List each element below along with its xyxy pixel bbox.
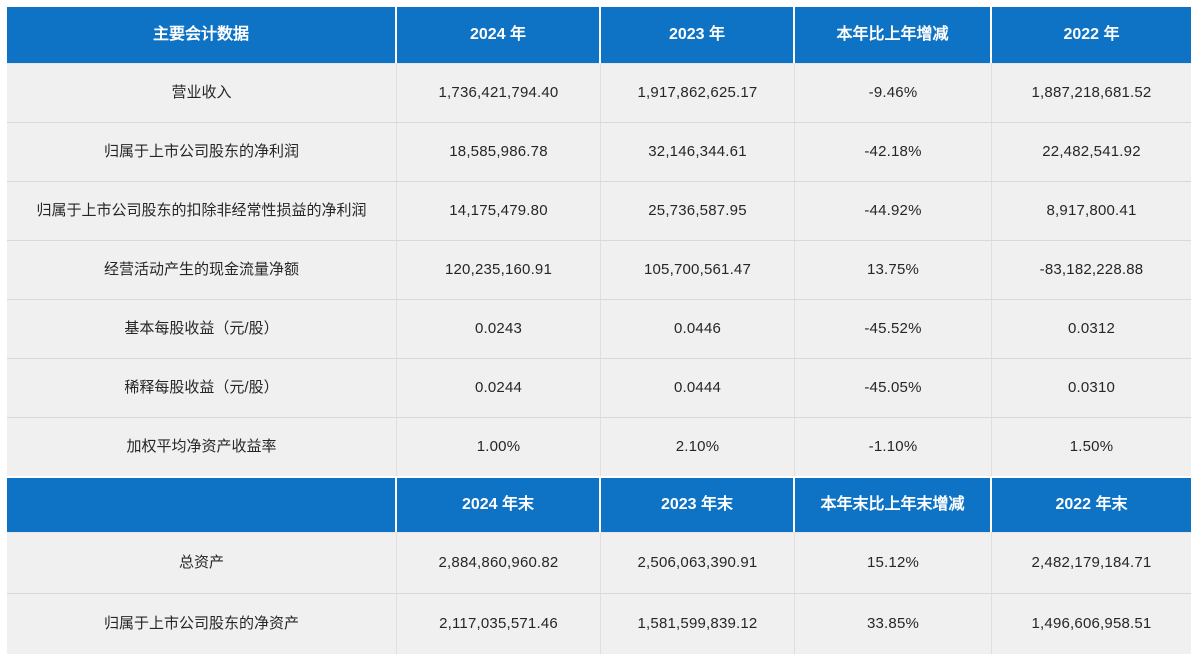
value-change: 33.85% bbox=[795, 594, 992, 654]
value-2023: 0.0444 bbox=[601, 359, 795, 417]
table-row-net-assets: 归属于上市公司股东的净资产 2,117,035,571.46 1,581,599… bbox=[7, 593, 1191, 654]
value-change: -45.52% bbox=[795, 300, 992, 358]
year-end-header-row: 2024 年末 2023 年末 本年末比上年末增减 2022 年末 bbox=[7, 476, 1191, 532]
value-2024: 2,117,035,571.46 bbox=[397, 594, 601, 654]
table-row-weighted-avg-roe: 加权平均净资产收益率 1.00% 2.10% -1.10% 1.50% bbox=[7, 417, 1191, 476]
table-row-diluted-eps: 稀释每股收益（元/股） 0.0244 0.0444 -45.05% 0.0310 bbox=[7, 358, 1191, 417]
table-row-net-profit: 归属于上市公司股东的净利润 18,585,986.78 32,146,344.6… bbox=[7, 122, 1191, 181]
col-header-yoy-change: 本年比上年增减 bbox=[795, 7, 992, 63]
value-2022: 2,482,179,184.71 bbox=[992, 533, 1191, 593]
col-header-main-metrics: 主要会计数据 bbox=[7, 7, 397, 63]
value-2024: 120,235,160.91 bbox=[397, 241, 601, 299]
value-2023: 1,917,862,625.17 bbox=[601, 64, 795, 122]
value-2022: 0.0310 bbox=[992, 359, 1191, 417]
row-label: 归属于上市公司股东的净利润 bbox=[7, 123, 397, 181]
value-2022: 22,482,541.92 bbox=[992, 123, 1191, 181]
value-2023: 1,581,599,839.12 bbox=[601, 594, 795, 654]
value-2022: -83,182,228.88 bbox=[992, 241, 1191, 299]
value-2024: 0.0244 bbox=[397, 359, 601, 417]
row-label: 归属于上市公司股东的扣除非经常性损益的净利润 bbox=[7, 182, 397, 240]
col-header-2023: 2023 年 bbox=[601, 7, 795, 63]
value-2024: 18,585,986.78 bbox=[397, 123, 601, 181]
value-change: -42.18% bbox=[795, 123, 992, 181]
col-header-2022: 2022 年 bbox=[992, 7, 1191, 63]
value-2022: 0.0312 bbox=[992, 300, 1191, 358]
value-change: -44.92% bbox=[795, 182, 992, 240]
value-2022: 8,917,800.41 bbox=[992, 182, 1191, 240]
value-2024: 1,736,421,794.40 bbox=[397, 64, 601, 122]
value-2023: 2,506,063,390.91 bbox=[601, 533, 795, 593]
col-header-2024: 2024 年 bbox=[397, 7, 601, 63]
value-change: -45.05% bbox=[795, 359, 992, 417]
table-row-operating-cash-flow: 经营活动产生的现金流量净额 120,235,160.91 105,700,561… bbox=[7, 240, 1191, 299]
value-2022: 1.50% bbox=[992, 418, 1191, 476]
col-header-2024-end: 2024 年末 bbox=[397, 478, 601, 532]
annual-header-row: 主要会计数据 2024 年 2023 年 本年比上年增减 2022 年 bbox=[7, 7, 1191, 63]
value-change: 13.75% bbox=[795, 241, 992, 299]
row-label: 营业收入 bbox=[7, 64, 397, 122]
value-change: -9.46% bbox=[795, 64, 992, 122]
value-2024: 14,175,479.80 bbox=[397, 182, 601, 240]
table-row-net-profit-excl-nonrecurring: 归属于上市公司股东的扣除非经常性损益的净利润 14,175,479.80 25,… bbox=[7, 181, 1191, 240]
row-label: 基本每股收益（元/股） bbox=[7, 300, 397, 358]
row-label: 归属于上市公司股东的净资产 bbox=[7, 594, 397, 654]
row-label: 经营活动产生的现金流量净额 bbox=[7, 241, 397, 299]
value-2024: 0.0243 bbox=[397, 300, 601, 358]
value-2024: 1.00% bbox=[397, 418, 601, 476]
col-header-blank bbox=[7, 478, 397, 532]
table-row-basic-eps: 基本每股收益（元/股） 0.0243 0.0446 -45.52% 0.0312 bbox=[7, 299, 1191, 358]
value-2022: 1,887,218,681.52 bbox=[992, 64, 1191, 122]
table-row-total-assets: 总资产 2,884,860,960.82 2,506,063,390.91 15… bbox=[7, 532, 1191, 593]
value-change: -1.10% bbox=[795, 418, 992, 476]
col-header-2023-end: 2023 年末 bbox=[601, 478, 795, 532]
col-header-yearend-change: 本年末比上年末增减 bbox=[795, 478, 992, 532]
col-header-2022-end: 2022 年末 bbox=[992, 478, 1191, 532]
row-label: 稀释每股收益（元/股） bbox=[7, 359, 397, 417]
value-2024: 2,884,860,960.82 bbox=[397, 533, 601, 593]
key-accounting-data-table: 主要会计数据 2024 年 2023 年 本年比上年增减 2022 年 营业收入… bbox=[7, 7, 1191, 654]
value-change: 15.12% bbox=[795, 533, 992, 593]
value-2023: 2.10% bbox=[601, 418, 795, 476]
value-2023: 25,736,587.95 bbox=[601, 182, 795, 240]
value-2023: 0.0446 bbox=[601, 300, 795, 358]
row-label: 加权平均净资产收益率 bbox=[7, 418, 397, 476]
value-2022: 1,496,606,958.51 bbox=[992, 594, 1191, 654]
row-label: 总资产 bbox=[7, 533, 397, 593]
value-2023: 32,146,344.61 bbox=[601, 123, 795, 181]
value-2023: 105,700,561.47 bbox=[601, 241, 795, 299]
table-row-operating-revenue: 营业收入 1,736,421,794.40 1,917,862,625.17 -… bbox=[7, 63, 1191, 122]
